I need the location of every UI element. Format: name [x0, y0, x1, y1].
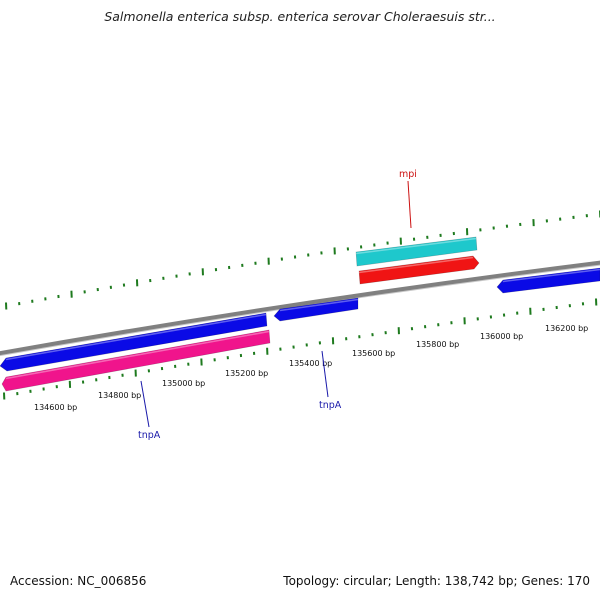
gene-red-1-highlight [358, 256, 474, 274]
tick-label-0: 134600 bp [34, 403, 77, 412]
gene-red-1 [358, 255, 480, 285]
gene-blue-2 [273, 297, 359, 322]
tick-label-2: 135000 bp [162, 379, 205, 388]
gene-cyan-1-highlight [355, 237, 477, 255]
gene-blue-1 [0, 312, 268, 372]
gene-label-1: tnpA [319, 400, 342, 411]
gene-blue-3 [496, 267, 600, 294]
gene-cyan-1 [355, 236, 478, 267]
gene-pink-1-highlight [5, 330, 270, 380]
tick-label-6: 135800 bp [416, 340, 459, 349]
tick-label-3: 135200 bp [225, 369, 268, 378]
genome-title: Salmonella enterica subsp. enterica sero… [104, 9, 496, 24]
gene-blue-2-highlight [279, 298, 359, 312]
gene-blue-3-highlight [502, 268, 600, 283]
gene-blue-1-highlight [5, 313, 267, 361]
tick-label-7: 136000 bp [480, 332, 523, 341]
gene-label-2: mpi [399, 169, 417, 180]
genome-summary-label: Topology: circular; Length: 138,742 bp; … [283, 574, 590, 588]
backbone-line [0, 260, 600, 356]
accession-label: Accession: NC_006856 [10, 574, 147, 588]
tick-label-4: 135400 bp [289, 359, 332, 368]
gene-label-0: tnpA [138, 430, 161, 441]
tick-label-1: 134800 bp [98, 391, 141, 400]
gene-label-leader-0 [140, 380, 150, 428]
tick-label-5: 135600 bp [352, 349, 395, 358]
tick-label-8: 136200 bp [545, 324, 588, 333]
gene-pink-1 [1, 329, 271, 392]
gene-label-leader-2 [407, 180, 412, 229]
gene-label-leader-1 [321, 350, 329, 398]
